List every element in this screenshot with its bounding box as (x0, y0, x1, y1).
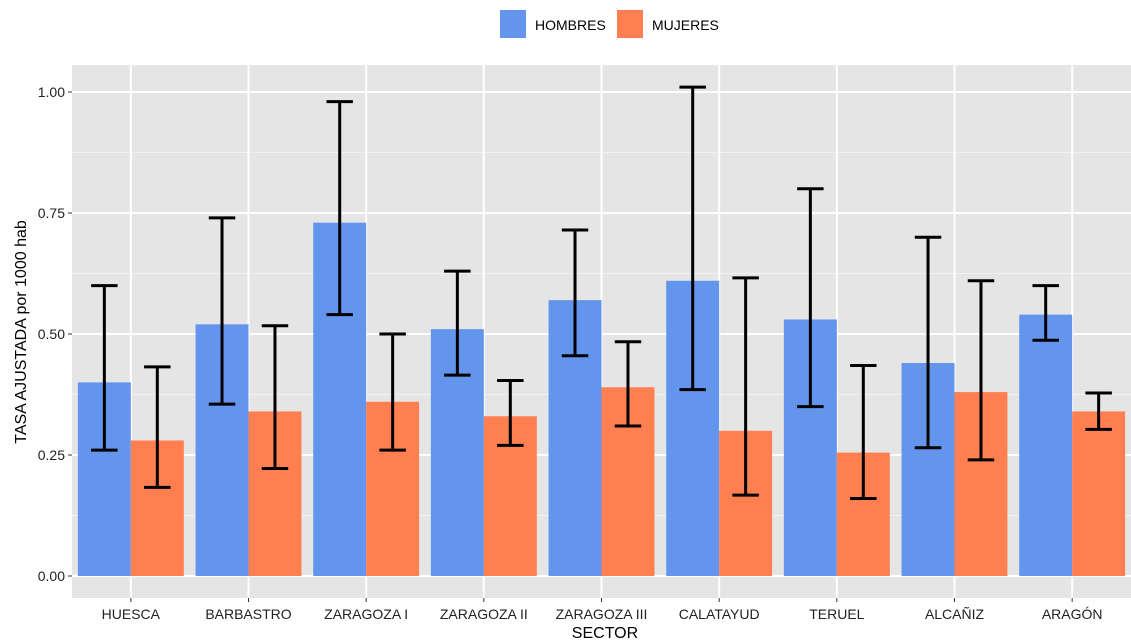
errorbar-mujeres-alcaniz (967, 279, 995, 462)
legend-label-mujeres: MUJERES (652, 17, 719, 33)
errorbar-mujeres-zaragoza-ii (497, 378, 524, 447)
errorbar-mujeres-zaragoza-iii (614, 340, 642, 428)
errorbar-mujeres-aragon (1085, 391, 1112, 431)
errorbar-mujeres-calatayud (732, 276, 759, 497)
y-tick-label: 0.00 (38, 568, 65, 584)
x-tick-label-zaragoza-i: ZARAGOZA I (324, 606, 408, 622)
legend-swatch-mujeres (617, 10, 643, 38)
x-tick-label-calatayud: CALATAYUD (679, 606, 760, 622)
y-tick-label: 0.75 (38, 205, 65, 221)
errorbar-mujeres-barbastro (261, 324, 289, 471)
errorbar-hombres-calatayud (679, 85, 706, 392)
x-tick-label-huesca: HUESCA (102, 606, 161, 622)
legend-swatch-hombres (500, 10, 526, 38)
x-axis: HUESCA BARBASTRO ZARAGOZA I ZARAGOZA II ZARA… (102, 598, 1103, 622)
legend: HOMBRES MUJERES (500, 10, 719, 38)
y-tick-label: 1.00 (38, 84, 65, 100)
errorbar-hombres-teruel (797, 187, 824, 409)
bars (77, 222, 1126, 576)
error-bars (91, 85, 1112, 501)
y-axis: 0.00 0.25 0.50 0.75 1.00 (38, 84, 72, 584)
errorbar-mujeres-huesca (144, 365, 171, 489)
errorbar-hombres-barbastro (208, 216, 236, 406)
y-tick-label: 0.25 (38, 447, 65, 463)
bar-hombres-aragon (1019, 314, 1073, 576)
x-tick-label-barbastro: BARBASTRO (205, 606, 291, 622)
x-axis-title: SECTOR (572, 625, 638, 642)
legend-label-hombres: HOMBRES (535, 17, 606, 33)
x-tick-label-alcaniz: ALCAÑIZ (925, 606, 985, 622)
errorbar-hombres-aragon (1032, 284, 1059, 342)
x-tick-label-zaragoza-ii: ZARAGOZA II (440, 606, 528, 622)
errorbar-hombres-alcaniz (914, 235, 942, 450)
x-tick-label-aragon: ARAGÓN (1042, 606, 1103, 622)
y-tick-label: 0.50 (38, 326, 65, 342)
errorbar-hombres-zaragoza-ii (444, 269, 471, 377)
errorbar-mujeres-zaragoza-i (379, 332, 406, 452)
x-tick-label-zaragoza-iii: ZARAGOZA III (556, 606, 648, 622)
errorbar-hombres-zaragoza-iii (561, 228, 589, 358)
errorbar-mujeres-teruel (850, 363, 877, 501)
bar-mujeres-aragon (1072, 411, 1126, 576)
errorbar-hombres-zaragoza-i (326, 100, 353, 317)
y-axis-title: TASA AJUSTADA por 1000 hab (13, 220, 30, 444)
x-tick-label-teruel: TERUEL (809, 606, 864, 622)
errorbar-hombres-huesca (91, 284, 118, 452)
